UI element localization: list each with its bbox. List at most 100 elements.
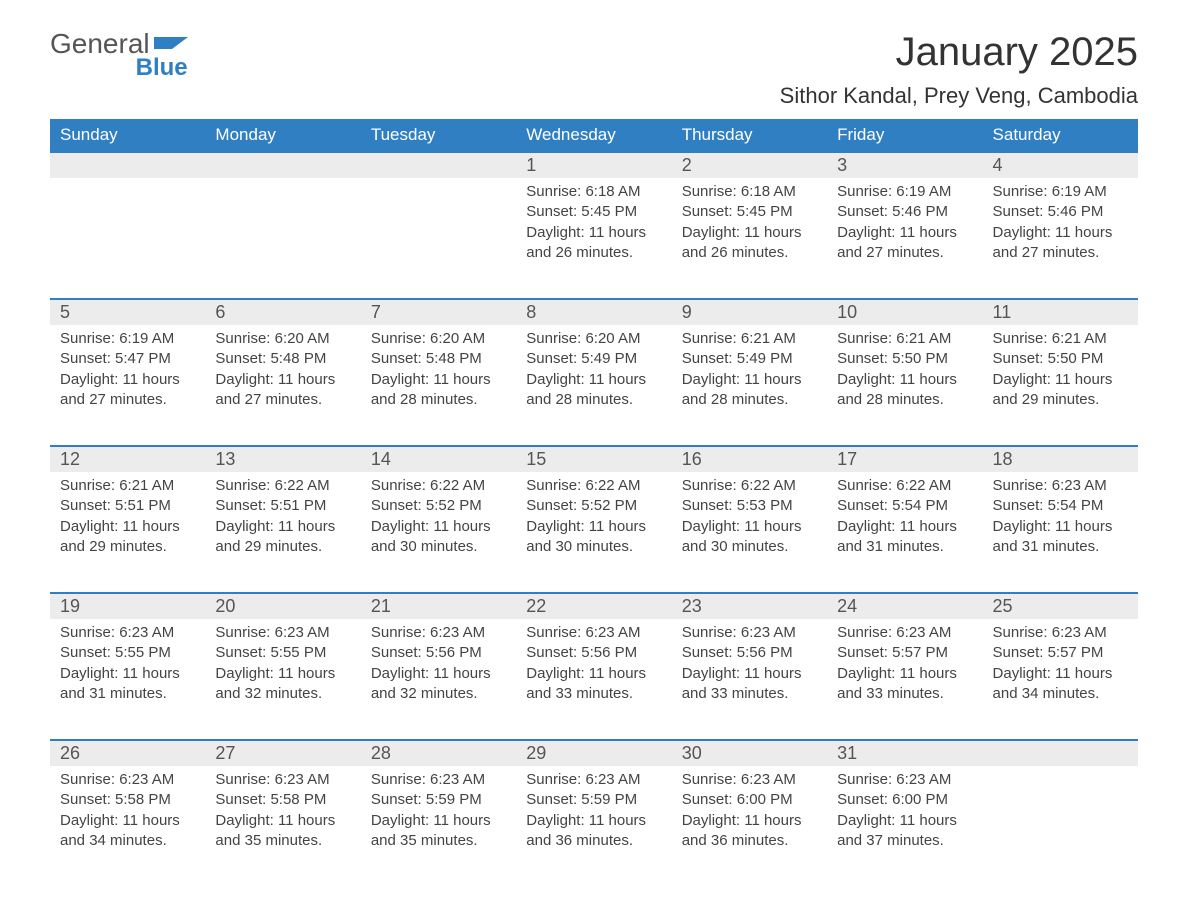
weekday-header: Wednesday	[516, 119, 671, 151]
calendar-cell-empty	[361, 178, 516, 298]
cell-body: Sunrise: 6:20 AMSunset: 5:48 PMDaylight:…	[205, 325, 360, 426]
day-number: 22	[516, 592, 671, 619]
sunrise-line: Sunrise: 6:19 AM	[993, 182, 1128, 202]
weekday-header: Friday	[827, 119, 982, 151]
calendar-cell: Sunrise: 6:23 AMSunset: 5:56 PMDaylight:…	[361, 619, 516, 739]
sunset-line: Sunset: 5:57 PM	[837, 643, 972, 663]
sunrise-line: Sunrise: 6:23 AM	[526, 770, 661, 790]
day-number: 6	[205, 298, 360, 325]
daylight-line: Daylight: 11 hours and 27 minutes.	[60, 370, 195, 411]
sunrise-line: Sunrise: 6:23 AM	[837, 770, 972, 790]
cell-body	[205, 178, 360, 198]
daynum-row: 12131415161718	[50, 445, 1138, 472]
sunset-line: Sunset: 5:54 PM	[837, 496, 972, 516]
sunrise-line: Sunrise: 6:19 AM	[60, 329, 195, 349]
daylight-line: Daylight: 11 hours and 31 minutes.	[60, 664, 195, 705]
calendar-cell: Sunrise: 6:23 AMSunset: 5:59 PMDaylight:…	[516, 766, 671, 886]
day-number: 30	[672, 739, 827, 766]
sunset-line: Sunset: 5:46 PM	[993, 202, 1128, 222]
sunrise-line: Sunrise: 6:23 AM	[215, 770, 350, 790]
calendar-cell: Sunrise: 6:19 AMSunset: 5:47 PMDaylight:…	[50, 325, 205, 445]
sunset-line: Sunset: 5:50 PM	[993, 349, 1128, 369]
daynum-row: 19202122232425	[50, 592, 1138, 619]
sunset-line: Sunset: 5:52 PM	[371, 496, 506, 516]
calendar-cell: Sunrise: 6:21 AMSunset: 5:50 PMDaylight:…	[827, 325, 982, 445]
weekday-header: Saturday	[983, 119, 1138, 151]
daynum-row: 262728293031	[50, 739, 1138, 766]
sunset-line: Sunset: 5:55 PM	[60, 643, 195, 663]
flag-pennant	[172, 37, 188, 49]
day-number: 13	[205, 445, 360, 472]
day-number: 29	[516, 739, 671, 766]
day-number: 9	[672, 298, 827, 325]
sunset-line: Sunset: 5:55 PM	[215, 643, 350, 663]
calendar-cell: Sunrise: 6:22 AMSunset: 5:54 PMDaylight:…	[827, 472, 982, 592]
cell-body: Sunrise: 6:22 AMSunset: 5:54 PMDaylight:…	[827, 472, 982, 573]
sunrise-line: Sunrise: 6:23 AM	[993, 476, 1128, 496]
location-text: Sithor Kandal, Prey Veng, Cambodia	[780, 83, 1138, 109]
sunset-line: Sunset: 5:49 PM	[526, 349, 661, 369]
page-header: General Blue January 2025 Sithor Kandal,…	[50, 30, 1138, 109]
sunrise-line: Sunrise: 6:20 AM	[215, 329, 350, 349]
daylight-line: Daylight: 11 hours and 31 minutes.	[837, 517, 972, 558]
sunrise-line: Sunrise: 6:18 AM	[682, 182, 817, 202]
daylight-line: Daylight: 11 hours and 31 minutes.	[993, 517, 1128, 558]
sunset-line: Sunset: 5:48 PM	[215, 349, 350, 369]
cell-body: Sunrise: 6:23 AMSunset: 6:00 PMDaylight:…	[672, 766, 827, 867]
daylight-line: Daylight: 11 hours and 32 minutes.	[371, 664, 506, 705]
sunrise-line: Sunrise: 6:22 AM	[215, 476, 350, 496]
calendar-cell: Sunrise: 6:21 AMSunset: 5:50 PMDaylight:…	[983, 325, 1138, 445]
calendar-cell: Sunrise: 6:23 AMSunset: 5:54 PMDaylight:…	[983, 472, 1138, 592]
calendar-cell: Sunrise: 6:23 AMSunset: 6:00 PMDaylight:…	[827, 766, 982, 886]
daylight-line: Daylight: 11 hours and 33 minutes.	[837, 664, 972, 705]
day-number: 23	[672, 592, 827, 619]
sunrise-line: Sunrise: 6:23 AM	[682, 623, 817, 643]
daylight-line: Daylight: 11 hours and 28 minutes.	[682, 370, 817, 411]
sunset-line: Sunset: 6:00 PM	[837, 790, 972, 810]
sunrise-line: Sunrise: 6:23 AM	[371, 623, 506, 643]
day-number: 14	[361, 445, 516, 472]
calendar-cell: Sunrise: 6:23 AMSunset: 5:56 PMDaylight:…	[516, 619, 671, 739]
daylight-line: Daylight: 11 hours and 34 minutes.	[60, 811, 195, 852]
sunset-line: Sunset: 5:50 PM	[837, 349, 972, 369]
calendar-cell: Sunrise: 6:23 AMSunset: 5:55 PMDaylight:…	[50, 619, 205, 739]
week-row: Sunrise: 6:23 AMSunset: 5:58 PMDaylight:…	[50, 766, 1138, 886]
cell-body: Sunrise: 6:23 AMSunset: 5:55 PMDaylight:…	[50, 619, 205, 720]
sunset-line: Sunset: 5:47 PM	[60, 349, 195, 369]
week-row: Sunrise: 6:21 AMSunset: 5:51 PMDaylight:…	[50, 472, 1138, 592]
cell-body: Sunrise: 6:21 AMSunset: 5:51 PMDaylight:…	[50, 472, 205, 573]
day-number: 25	[983, 592, 1138, 619]
daynum-row: 567891011	[50, 298, 1138, 325]
calendar-cell-empty	[205, 178, 360, 298]
sunrise-line: Sunrise: 6:21 AM	[682, 329, 817, 349]
daylight-line: Daylight: 11 hours and 28 minutes.	[371, 370, 506, 411]
cell-body: Sunrise: 6:23 AMSunset: 5:58 PMDaylight:…	[205, 766, 360, 867]
calendar-cell: Sunrise: 6:18 AMSunset: 5:45 PMDaylight:…	[516, 178, 671, 298]
calendar-cell: Sunrise: 6:23 AMSunset: 5:57 PMDaylight:…	[827, 619, 982, 739]
calendar-cell: Sunrise: 6:22 AMSunset: 5:53 PMDaylight:…	[672, 472, 827, 592]
calendar-cell: Sunrise: 6:23 AMSunset: 5:57 PMDaylight:…	[983, 619, 1138, 739]
calendar-cell: Sunrise: 6:23 AMSunset: 6:00 PMDaylight:…	[672, 766, 827, 886]
day-number: 21	[361, 592, 516, 619]
day-number: 27	[205, 739, 360, 766]
cell-body: Sunrise: 6:21 AMSunset: 5:50 PMDaylight:…	[827, 325, 982, 426]
sunrise-line: Sunrise: 6:20 AM	[371, 329, 506, 349]
sunrise-line: Sunrise: 6:21 AM	[60, 476, 195, 496]
cell-body: Sunrise: 6:23 AMSunset: 5:56 PMDaylight:…	[361, 619, 516, 720]
sunset-line: Sunset: 5:54 PM	[993, 496, 1128, 516]
cell-body: Sunrise: 6:23 AMSunset: 5:59 PMDaylight:…	[361, 766, 516, 867]
daylight-line: Daylight: 11 hours and 28 minutes.	[837, 370, 972, 411]
cell-body: Sunrise: 6:21 AMSunset: 5:50 PMDaylight:…	[983, 325, 1138, 426]
sunset-line: Sunset: 5:58 PM	[215, 790, 350, 810]
title-block: January 2025 Sithor Kandal, Prey Veng, C…	[780, 30, 1138, 109]
calendar-cell: Sunrise: 6:21 AMSunset: 5:51 PMDaylight:…	[50, 472, 205, 592]
day-number-empty	[983, 739, 1138, 766]
weekday-header-row: SundayMondayTuesdayWednesdayThursdayFrid…	[50, 119, 1138, 151]
cell-body: Sunrise: 6:23 AMSunset: 6:00 PMDaylight:…	[827, 766, 982, 867]
sunset-line: Sunset: 5:49 PM	[682, 349, 817, 369]
daylight-line: Daylight: 11 hours and 29 minutes.	[993, 370, 1128, 411]
cell-body: Sunrise: 6:23 AMSunset: 5:59 PMDaylight:…	[516, 766, 671, 867]
sunrise-line: Sunrise: 6:23 AM	[993, 623, 1128, 643]
cell-body: Sunrise: 6:20 AMSunset: 5:48 PMDaylight:…	[361, 325, 516, 426]
cell-body: Sunrise: 6:19 AMSunset: 5:46 PMDaylight:…	[827, 178, 982, 279]
